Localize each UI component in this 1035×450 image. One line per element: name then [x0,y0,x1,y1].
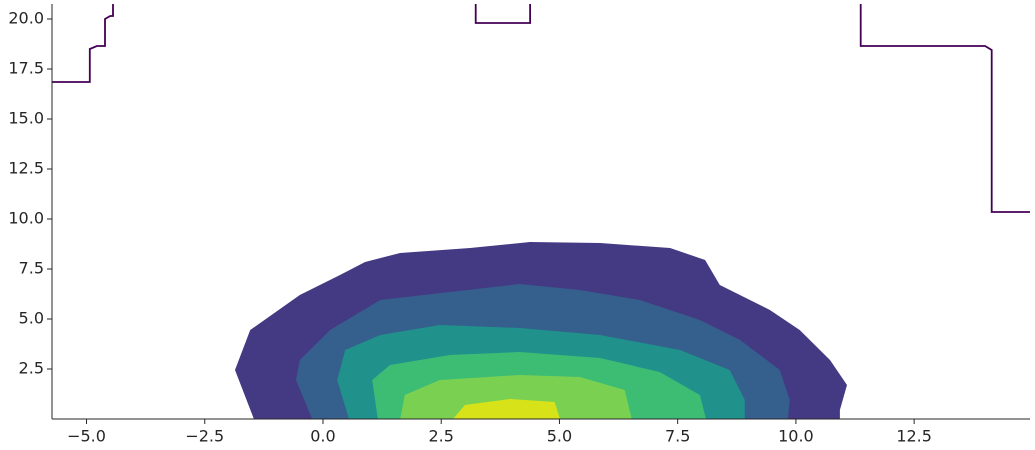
x-tick-label: 0.0 [310,427,335,446]
x-tick-label: −2.5 [185,427,224,446]
contour-line [52,4,1030,213]
x-tick-label: 12.5 [896,427,932,446]
y-tick-label: 2.5 [19,359,44,378]
x-tick-label: 7.5 [665,427,690,446]
x-tick-label: 10.0 [778,427,814,446]
contour-fill [453,399,560,419]
y-tick-label: 20.0 [8,9,44,28]
y-tick-label: 7.5 [19,259,44,278]
x-tick-label: −5.0 [67,427,106,446]
y-tick-label: 15.0 [8,109,44,128]
y-tick-label: 5.0 [19,309,44,328]
y-tick-label: 10.0 [8,209,44,228]
y-tick-label: 12.5 [8,159,44,178]
plot-area [52,4,1030,419]
contour-fill [400,375,632,419]
x-tick-label: 2.5 [428,427,453,446]
y-tick-label: 17.5 [8,59,44,78]
x-tick-label: 5.0 [547,427,572,446]
